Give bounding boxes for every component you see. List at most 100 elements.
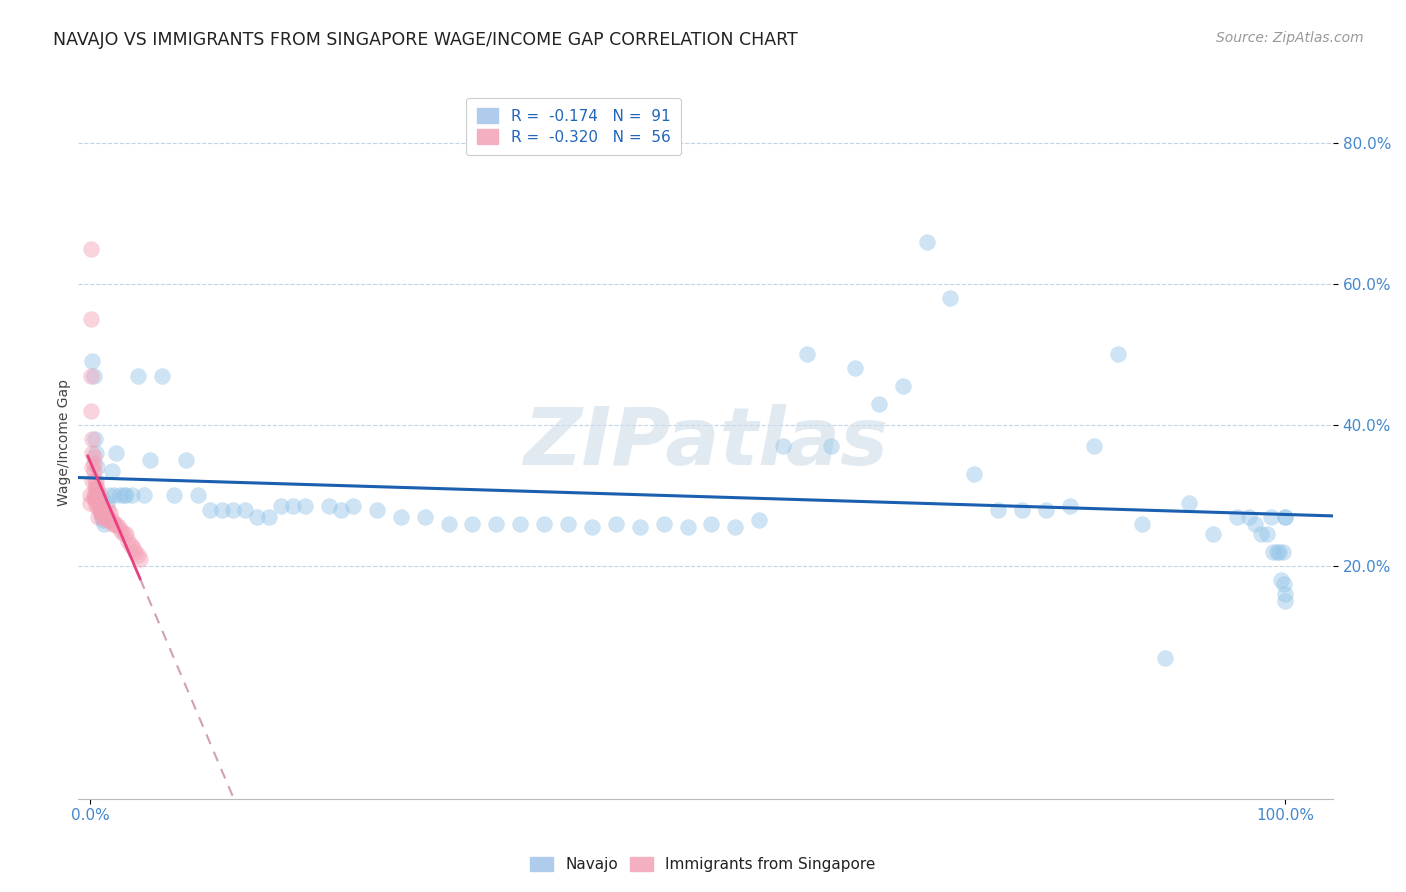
Point xyxy=(87,499,110,513)
Point xyxy=(139,453,162,467)
Point xyxy=(1035,502,1057,516)
Point xyxy=(80,368,103,383)
Point xyxy=(108,488,131,502)
Point xyxy=(437,516,460,531)
Point xyxy=(83,491,105,506)
Point xyxy=(84,482,107,496)
Point xyxy=(628,520,651,534)
Point xyxy=(1271,545,1294,559)
Point xyxy=(87,509,110,524)
Point xyxy=(868,397,890,411)
Point xyxy=(80,242,103,256)
Point xyxy=(86,488,108,502)
Point xyxy=(150,368,173,383)
Point xyxy=(772,439,794,453)
Point xyxy=(82,354,104,368)
Point xyxy=(235,502,257,516)
Point xyxy=(1237,509,1260,524)
Point xyxy=(98,513,121,527)
Point xyxy=(222,502,245,516)
Point xyxy=(89,488,111,502)
Point xyxy=(342,499,364,513)
Point xyxy=(1274,594,1296,608)
Text: ZIPatlas: ZIPatlas xyxy=(523,403,889,482)
Point xyxy=(80,312,103,326)
Point xyxy=(987,502,1010,516)
Point xyxy=(79,495,101,509)
Point xyxy=(1274,509,1296,524)
Point xyxy=(820,439,842,453)
Point xyxy=(413,509,436,524)
Point xyxy=(115,488,138,502)
Point xyxy=(1226,509,1249,524)
Point xyxy=(105,516,128,531)
Point xyxy=(90,499,112,513)
Point xyxy=(91,502,114,516)
Point xyxy=(1268,545,1291,559)
Point xyxy=(748,513,770,527)
Point xyxy=(86,491,108,506)
Point xyxy=(461,516,484,531)
Point xyxy=(110,524,132,538)
Point xyxy=(87,495,110,509)
Point xyxy=(87,488,110,502)
Point xyxy=(84,446,107,460)
Point xyxy=(1059,499,1081,513)
Point xyxy=(132,488,155,502)
Point xyxy=(105,446,128,460)
Point xyxy=(94,509,117,524)
Point xyxy=(120,538,142,552)
Point xyxy=(83,475,105,489)
Point xyxy=(83,482,105,496)
Point xyxy=(389,509,412,524)
Point xyxy=(187,488,209,502)
Legend: Navajo, Immigrants from Singapore: Navajo, Immigrants from Singapore xyxy=(523,849,883,880)
Point xyxy=(97,502,120,516)
Point xyxy=(211,502,233,516)
Point xyxy=(82,446,104,460)
Point xyxy=(700,516,723,531)
Point xyxy=(129,552,152,566)
Point xyxy=(939,291,962,305)
Point xyxy=(83,368,105,383)
Point xyxy=(89,502,111,516)
Point xyxy=(91,509,114,524)
Point xyxy=(112,488,135,502)
Point xyxy=(270,499,292,513)
Point xyxy=(90,506,112,520)
Text: NAVAJO VS IMMIGRANTS FROM SINGAPORE WAGE/INCOME GAP CORRELATION CHART: NAVAJO VS IMMIGRANTS FROM SINGAPORE WAGE… xyxy=(53,31,799,49)
Point xyxy=(915,235,938,249)
Point xyxy=(83,464,105,478)
Point xyxy=(103,516,125,531)
Point xyxy=(283,499,305,513)
Point xyxy=(844,361,866,376)
Point xyxy=(509,516,531,531)
Point xyxy=(127,549,149,563)
Point xyxy=(83,432,105,446)
Point xyxy=(90,506,112,520)
Point xyxy=(103,488,125,502)
Point xyxy=(91,509,114,524)
Point xyxy=(1178,495,1201,509)
Point xyxy=(101,516,124,531)
Point xyxy=(82,475,104,489)
Point xyxy=(485,516,508,531)
Point xyxy=(1011,502,1033,516)
Point xyxy=(121,488,143,502)
Point xyxy=(83,488,105,502)
Point xyxy=(1272,576,1295,591)
Point xyxy=(724,520,747,534)
Point xyxy=(1130,516,1153,531)
Point xyxy=(1260,509,1282,524)
Point xyxy=(581,520,603,534)
Point xyxy=(107,520,129,534)
Point xyxy=(84,491,107,506)
Point xyxy=(96,513,118,527)
Point xyxy=(676,520,699,534)
Point xyxy=(83,488,105,502)
Point xyxy=(91,502,114,516)
Point xyxy=(127,368,149,383)
Point xyxy=(91,513,114,527)
Point xyxy=(533,516,555,531)
Point xyxy=(1256,527,1278,541)
